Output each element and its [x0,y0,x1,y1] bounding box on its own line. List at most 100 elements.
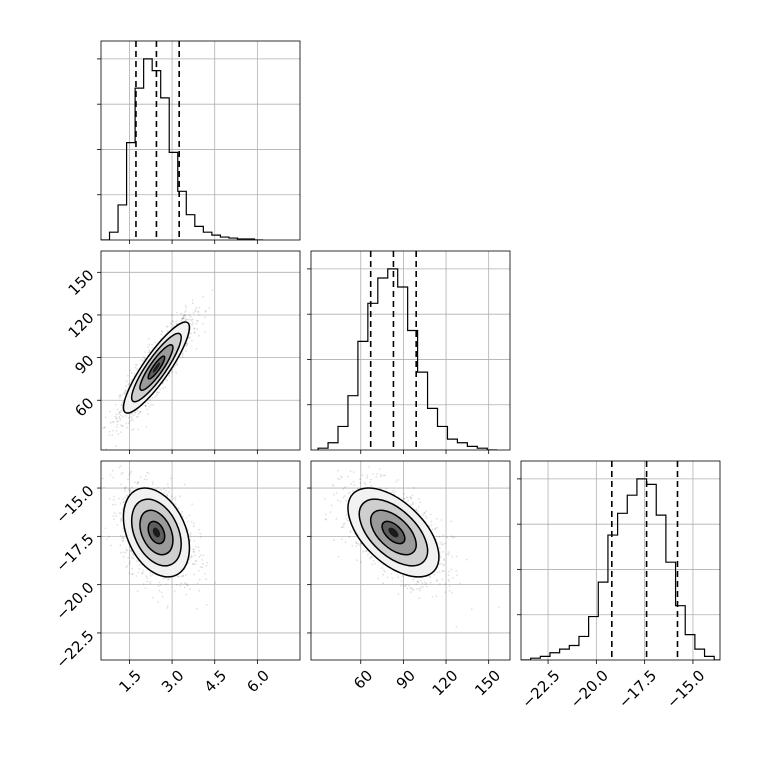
scatter-point [195,320,198,322]
scatter-point [138,412,141,414]
scatter-point [198,550,201,552]
scatter-point [148,351,151,353]
scatter-point [379,487,382,490]
scatter-point [409,591,412,593]
scatter-point [118,394,121,397]
scatter-point [382,582,385,585]
scatter-point [384,570,386,573]
scatter-point [136,368,139,371]
scatter-point [113,495,115,498]
scatter-point [324,513,327,516]
scatter-point [189,332,192,335]
scatter-point [134,363,137,366]
scatter-point [198,314,200,316]
scatter-point [201,559,204,561]
contours [122,487,191,578]
scatter-point [104,527,107,530]
scatter-point [195,545,197,548]
x-tick-label: 150 [471,666,504,699]
scatter-point [149,580,152,583]
scatter-point [397,479,399,481]
scatter-point [116,423,119,426]
scatter-point [130,550,133,553]
scatter-point [359,478,361,481]
grid [521,461,720,660]
scatter-point [406,496,409,499]
scatter-point [399,584,402,587]
scatter-point [383,569,385,571]
scatter-point [451,592,454,594]
scatter-point [189,315,192,318]
scatter-point [118,413,120,415]
scatter-point [113,512,116,515]
scatter-point [417,580,420,583]
scatter-point [345,517,348,520]
scatter-point [194,560,197,562]
scatter-point [153,396,156,399]
scatter-point [191,302,194,304]
scatter-point [129,490,132,493]
scatter-point [193,327,196,330]
scatter-point [356,455,358,457]
scatter-point [146,580,149,583]
scatter-point [470,608,473,610]
scatter-point [174,364,177,367]
scatter-point [128,572,131,575]
scatter-point [343,525,345,528]
scatter-point [347,475,349,478]
scatter-point [189,532,192,534]
scatter-point [118,497,120,500]
scatter-point [102,426,104,429]
scatter-point [408,584,410,587]
scatter-point [126,494,129,497]
scatter-point [162,387,165,390]
scatter-point [127,384,130,386]
scatter-point [147,351,150,354]
scatter-point [453,536,456,539]
scatter-point [130,413,132,415]
scatter-point [442,551,444,553]
scatter-point [186,344,189,346]
scatter-point [182,575,185,577]
scatter-point [128,422,130,424]
scatter-point [151,347,154,349]
scatter-point [403,497,406,500]
scatter-point [339,500,342,503]
scatter-point [182,316,185,319]
scatter-point [420,579,422,582]
scatter-point [365,550,368,552]
scatter-point [425,517,428,519]
scatter-point [131,573,134,575]
scatter-point [379,473,382,476]
scatter-point [419,501,422,504]
contour-line [139,344,174,392]
scatter-point [166,578,169,581]
scatter-point [163,492,166,494]
scatter-point [409,496,412,499]
scatter-point [175,320,178,322]
scatter-point [197,310,200,313]
scatter-point [205,309,207,312]
scatter-point [164,489,167,492]
scatter-point [143,356,145,359]
scatter-point [156,391,158,394]
scatter-point [116,426,118,428]
scatter-point [429,576,432,578]
scatter-point [197,546,200,549]
scatter-point [188,558,191,561]
scatter-point [205,564,208,567]
scatter-point [146,471,149,474]
scatter-point [131,429,134,431]
scatter-point [170,314,173,316]
scatter-point [168,374,171,377]
scatter-point [198,589,200,592]
scatter-point [208,307,211,310]
scatter-point [121,416,124,418]
scatter-point [123,537,125,539]
scatter-point [390,572,393,575]
scatter-point [103,486,105,489]
scatter-point [119,551,122,554]
scatter-point [421,582,424,585]
scatter-point [338,478,341,481]
scatter-point [164,386,167,389]
